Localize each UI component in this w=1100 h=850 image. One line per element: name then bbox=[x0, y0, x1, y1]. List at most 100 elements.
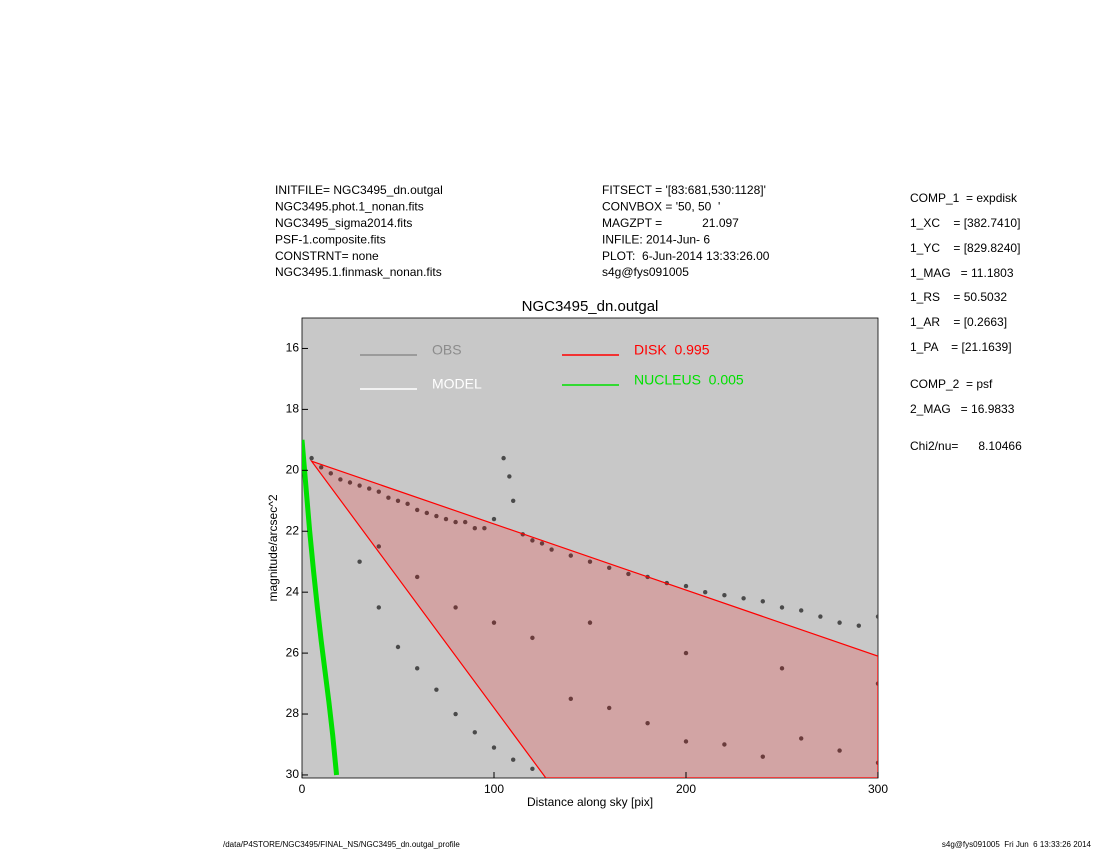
obs-point bbox=[453, 605, 458, 610]
obs-point bbox=[779, 605, 785, 610]
obs-point bbox=[683, 650, 689, 656]
obs-point bbox=[491, 620, 497, 625]
header-left-line: NGC3495.1.finmask_nonan.fits bbox=[275, 265, 442, 279]
parameter-line: 1_PA = [21.1639] bbox=[910, 340, 1012, 354]
obs-point bbox=[626, 571, 631, 577]
obs-point bbox=[472, 525, 477, 531]
obs-point bbox=[530, 766, 535, 772]
obs-point bbox=[683, 739, 689, 744]
obs-point bbox=[415, 574, 420, 580]
header-left-line: NGC3495.phot.1_nonan.fits bbox=[275, 200, 424, 214]
y-tick-label: 20 bbox=[286, 462, 300, 476]
obs-point bbox=[683, 583, 689, 589]
obs-point bbox=[415, 666, 420, 671]
obs-point bbox=[511, 757, 516, 762]
plot-marks bbox=[302, 439, 878, 778]
obs-point bbox=[491, 745, 497, 750]
obs-point bbox=[837, 748, 842, 753]
header-left-line: PSF-1.composite.fits bbox=[275, 232, 386, 246]
obs-point bbox=[472, 730, 477, 735]
obs-point bbox=[530, 635, 535, 641]
parameter-line: 2_MAG = 16.9833 bbox=[910, 402, 1015, 416]
obs-point bbox=[539, 541, 545, 546]
obs-point bbox=[760, 599, 765, 604]
x-tick-label: 200 bbox=[676, 782, 696, 796]
x-tick-label: 100 bbox=[484, 782, 504, 796]
obs-point bbox=[347, 480, 353, 485]
obs-point bbox=[319, 465, 324, 470]
parameter-line: 1_MAG = 11.1803 bbox=[910, 266, 1014, 280]
y-tick-label: 16 bbox=[286, 341, 300, 355]
obs-point bbox=[328, 471, 333, 476]
obs-point bbox=[453, 519, 458, 525]
obs-point bbox=[367, 486, 372, 491]
y-tick-label: 28 bbox=[286, 706, 300, 720]
obs-point bbox=[837, 620, 842, 625]
obs-point bbox=[741, 596, 746, 601]
parameter-line: Chi2/nu= 8.10466 bbox=[910, 439, 1022, 453]
obs-point bbox=[875, 614, 878, 619]
parameter-line: COMP_2 = psf bbox=[910, 377, 993, 391]
obs-point bbox=[434, 513, 439, 519]
obs-point bbox=[463, 519, 468, 525]
obs-point bbox=[376, 544, 381, 549]
obs-point bbox=[587, 559, 593, 564]
y-tick-label: 18 bbox=[286, 402, 300, 416]
obs-point bbox=[607, 705, 612, 711]
obs-point bbox=[549, 547, 554, 552]
obs-point bbox=[760, 754, 765, 759]
obs-point bbox=[568, 696, 573, 701]
obs-point bbox=[453, 711, 458, 717]
plot-background bbox=[301, 317, 879, 779]
header-middle-line: CONVBOX = '50, 50 ' bbox=[602, 200, 720, 214]
header-middle-line: PLOT: 6-Jun-2014 13:33:26.00 bbox=[602, 249, 770, 263]
footer-left: /data/P4STORE/NGC3495/FINAL_NS/NGC3495_d… bbox=[223, 840, 460, 849]
header-left-line: CONSTRNT= none bbox=[275, 249, 379, 263]
header-middle-line: MAGZPT = 21.097 bbox=[602, 216, 739, 230]
obs-point bbox=[434, 687, 439, 692]
obs-point bbox=[376, 605, 381, 610]
chart-title: NGC3495_dn.outgal bbox=[522, 298, 659, 315]
obs-point bbox=[357, 483, 362, 488]
obs-point bbox=[309, 455, 314, 461]
obs-point bbox=[415, 507, 420, 513]
nucleus-model-band bbox=[302, 439, 340, 776]
y-tick-label: 26 bbox=[286, 645, 300, 659]
parameter-line: 1_AR = [0.2663] bbox=[910, 315, 1007, 329]
x-tick-label: 0 bbox=[299, 782, 306, 796]
obs-point bbox=[338, 477, 343, 482]
disk-model-region bbox=[309, 459, 878, 778]
obs-point bbox=[722, 742, 727, 747]
obs-point bbox=[443, 516, 449, 522]
legend-label: DISK 0.995 bbox=[634, 342, 710, 358]
obs-point bbox=[357, 559, 362, 564]
footer-right: s4g@fys091005 Fri Jun 6 13:33:26 2014 bbox=[942, 840, 1092, 849]
obs-point bbox=[818, 614, 823, 619]
obs-point bbox=[395, 644, 401, 650]
obs-point bbox=[491, 516, 497, 522]
legend-label: OBS bbox=[432, 342, 462, 358]
parameter-line: COMP_1 = expdisk bbox=[910, 191, 1018, 205]
obs-point bbox=[530, 538, 535, 543]
obs-point bbox=[799, 608, 804, 613]
obs-point bbox=[482, 525, 487, 531]
obs-point bbox=[376, 489, 381, 494]
header-middle-line: FITSECT = '[83:681,530:1128]' bbox=[602, 183, 766, 197]
legend-label: MODEL bbox=[432, 376, 482, 392]
header-middle-line: s4g@fys091005 bbox=[602, 265, 689, 279]
y-tick-label: 22 bbox=[286, 523, 300, 537]
obs-point bbox=[645, 720, 650, 726]
obs-point bbox=[587, 620, 593, 625]
header-left-line: INITFILE= NGC3495_dn.outgal bbox=[275, 183, 443, 197]
obs-point bbox=[386, 495, 391, 500]
obs-point bbox=[424, 510, 429, 516]
obs-point bbox=[511, 498, 516, 503]
obs-point bbox=[501, 455, 506, 461]
obs-point bbox=[507, 474, 512, 479]
obs-point bbox=[722, 593, 727, 598]
x-tick-label: 300 bbox=[868, 782, 888, 796]
y-tick-label: 24 bbox=[286, 584, 300, 598]
obs-point bbox=[799, 736, 804, 741]
obs-point bbox=[779, 666, 785, 671]
